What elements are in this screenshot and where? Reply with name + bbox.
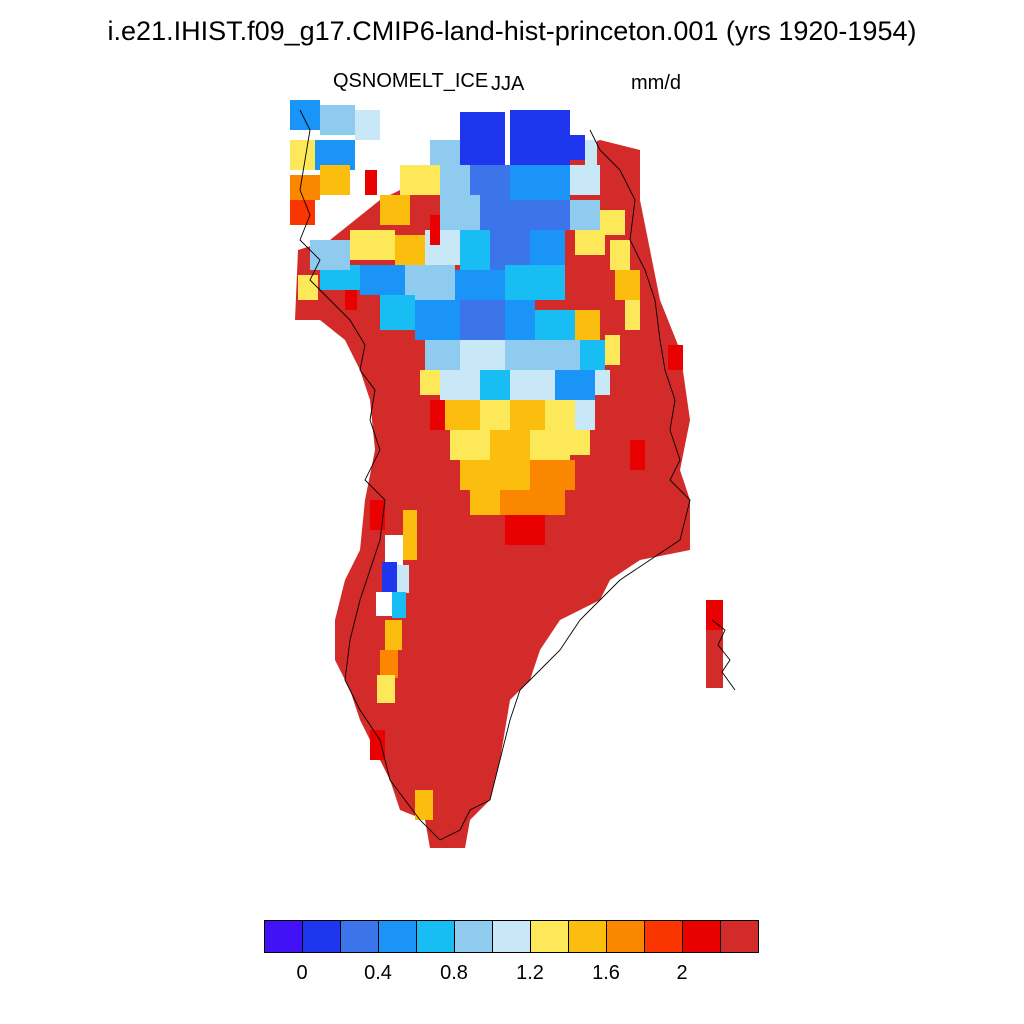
coastline	[299, 109, 691, 841]
colorbar-box	[492, 920, 531, 953]
colorbar-box	[454, 920, 493, 953]
colorbar-box	[302, 920, 341, 953]
colorbar-box	[416, 920, 455, 953]
colorbar-box	[264, 920, 303, 953]
colorbar-box	[644, 920, 683, 953]
colorbar-box	[340, 920, 379, 953]
colorbar-tick-label: 0.8	[440, 962, 468, 984]
units-label: mm/d	[631, 72, 681, 94]
colorbar-box	[720, 920, 759, 953]
colorbar-box	[568, 920, 607, 953]
colorbar-tick-label: 2	[676, 962, 688, 984]
variable-label: QSNOMELT_ICE	[333, 70, 489, 92]
colorbar-tick-label: 0.4	[364, 962, 392, 984]
colorbar-box	[682, 920, 721, 953]
season-label: JJA	[491, 73, 525, 95]
colorbar-tick-label: 0	[296, 962, 308, 984]
plot-title: i.e21.IHIST.f09_g17.CMIP6-land-hist-prin…	[107, 16, 917, 46]
colorbar	[264, 920, 759, 953]
colorbar-box	[606, 920, 645, 953]
northwest-coast-tiles	[290, 100, 380, 300]
colorbar-box	[378, 920, 417, 953]
coastline-east	[711, 619, 736, 691]
west-coast-strip	[376, 510, 433, 820]
ice-sheet-northern-sectors	[320, 110, 723, 760]
colorbar-tick-label: 1.6	[592, 962, 620, 984]
colorbar-tick-label: 1.2	[516, 962, 544, 984]
colorbar-box	[530, 920, 569, 953]
